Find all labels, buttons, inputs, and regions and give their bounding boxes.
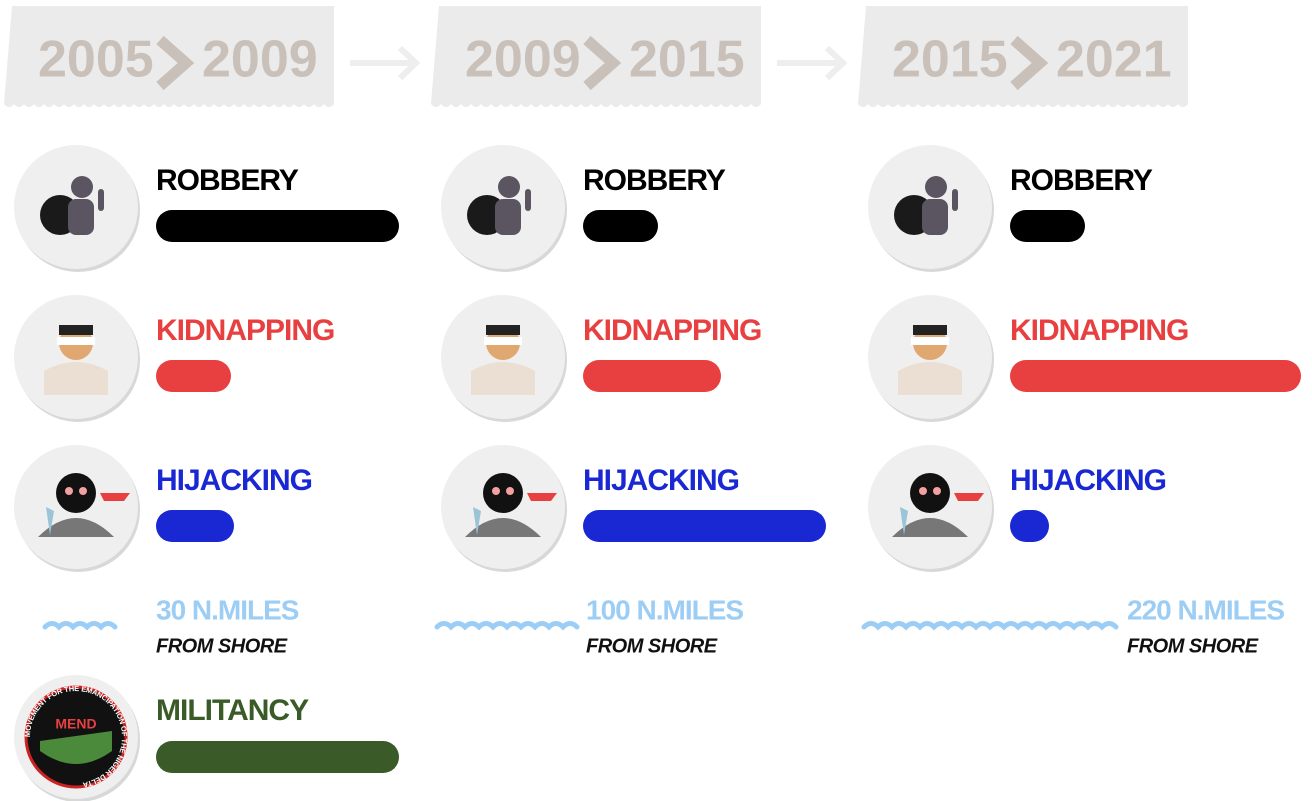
row-label: HIJACKING <box>1010 464 1166 497</box>
period-arrow <box>350 48 416 78</box>
eye <box>506 487 514 495</box>
robber-arm <box>525 189 531 211</box>
row-label: KIDNAPPING <box>1010 314 1188 347</box>
distance-note: FROM SHORE <box>586 635 718 657</box>
eye <box>79 487 87 495</box>
robber-head <box>498 176 520 198</box>
bar <box>156 510 234 542</box>
blindfold <box>911 337 949 345</box>
logo-text: MEND <box>55 716 96 732</box>
eye <box>492 487 500 495</box>
robber-arm <box>952 189 958 211</box>
distance-note: FROM SHORE <box>1127 635 1259 657</box>
distance-label: 30 N.MILES <box>156 594 299 625</box>
blindfold <box>484 337 522 345</box>
header-year: 2009 <box>202 31 318 89</box>
hostage-hair <box>913 325 947 335</box>
eye <box>919 487 927 495</box>
hostage-hair <box>59 325 93 335</box>
bar <box>156 210 399 242</box>
eye <box>65 487 73 495</box>
hijacker-head <box>910 473 950 513</box>
distance-label: 100 N.MILES <box>586 594 743 625</box>
wave <box>437 624 577 628</box>
robber-body <box>68 199 94 235</box>
header-year: 2015 <box>892 31 1008 89</box>
hijacker-head <box>56 473 96 513</box>
blindfold <box>57 337 95 345</box>
header-year: 2021 <box>1056 31 1172 89</box>
row-label: ROBBERY <box>583 164 726 197</box>
robber-body <box>495 199 521 235</box>
robber-body <box>922 199 948 235</box>
bar <box>156 360 231 392</box>
hostage-body <box>471 362 535 395</box>
row-label: HIJACKING <box>583 464 739 497</box>
row-label: MILITANCY <box>156 694 309 727</box>
period-arrow <box>777 48 843 78</box>
hostage-hair <box>486 325 520 335</box>
row-label: HIJACKING <box>156 464 312 497</box>
bar <box>1010 210 1085 242</box>
robber-arm <box>98 189 104 211</box>
row-label: ROBBERY <box>156 164 299 197</box>
robber-head <box>71 176 93 198</box>
distance-label: 220 N.MILES <box>1127 594 1284 625</box>
row-label: KIDNAPPING <box>156 314 334 347</box>
bar <box>583 510 826 542</box>
wave <box>45 624 115 628</box>
robber-head <box>925 176 947 198</box>
bar <box>583 210 658 242</box>
header-year: 2015 <box>629 31 745 89</box>
infographic: 2005 2009 ROBBERY KIDNAPPING HIJACKING 30 N.M… <box>0 0 1312 801</box>
bar <box>156 741 399 773</box>
content: 2005 2009 ROBBERY KIDNAPPING HIJACKING 30 N.M… <box>4 6 1301 801</box>
hostage-body <box>898 362 962 395</box>
bar <box>583 360 721 392</box>
hostage-body <box>44 362 108 395</box>
hijacker-head <box>483 473 523 513</box>
distance-note: FROM SHORE <box>156 635 288 657</box>
header-year: 2005 <box>38 31 154 89</box>
wave <box>864 624 1116 628</box>
bar <box>1010 510 1049 542</box>
header-year: 2009 <box>465 31 581 89</box>
row-label: KIDNAPPING <box>583 314 761 347</box>
eye <box>933 487 941 495</box>
row-label: ROBBERY <box>1010 164 1153 197</box>
bar <box>1010 360 1301 392</box>
